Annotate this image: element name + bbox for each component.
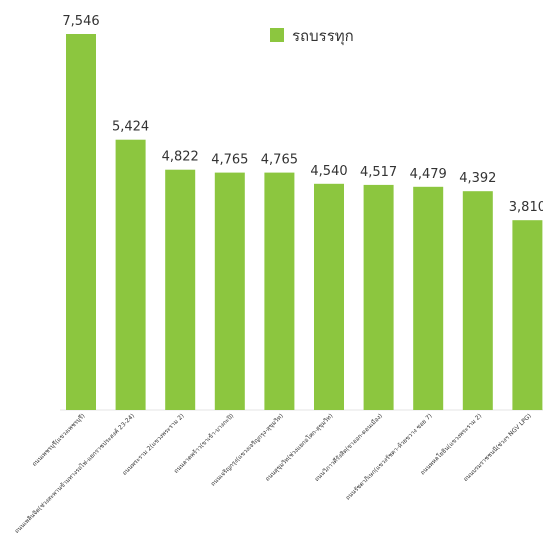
bar-6 — [314, 183, 344, 410]
legend-swatch — [270, 28, 284, 42]
value-labels-group: 7,546 5,424 4,822 4,765 4,765 4,540 4,517 4,479… — [62, 14, 543, 215]
value-label-4: 4,765 — [211, 153, 248, 168]
legend-label: รถบรรทุก — [292, 27, 354, 46]
bars-group — [66, 34, 543, 410]
bar-8 — [413, 186, 444, 410]
value-label-8: 4,479 — [410, 167, 447, 182]
category-label-2: ถนนเพลินจิต(ช่วงสะพานข้ามทางรถไฟ-แยกราชป… — [13, 412, 136, 535]
bar-9 — [462, 191, 493, 410]
bar-3 — [165, 169, 196, 410]
value-label-7: 4,517 — [360, 165, 397, 180]
value-label-10: 3,810 — [509, 200, 543, 215]
value-label-5: 4,765 — [261, 153, 298, 168]
value-label-1: 7,546 — [62, 14, 99, 29]
value-label-3: 4,822 — [162, 150, 199, 165]
value-label-2: 5,424 — [112, 120, 149, 135]
value-label-9: 4,392 — [459, 171, 496, 186]
bar-2 — [115, 139, 146, 410]
value-label-6: 4,540 — [310, 164, 347, 179]
legend: รถบรรทุก — [270, 27, 354, 46]
bar-5 — [264, 172, 295, 410]
category-label-1: ถนนเพชรบุรี(แขวงเพชรบุรี) — [30, 412, 86, 468]
bar-1 — [66, 34, 96, 410]
bar-10 — [512, 220, 543, 410]
bar-7 — [363, 184, 394, 410]
category-labels-group: ถนนเพชรบุรี(แขวงเพชรบุรี)ถนนเพลินจิต(ช่ว… — [13, 412, 533, 535]
bar-4 — [214, 172, 245, 410]
category-label-8: ถนนรัชดาภิเษก(แขวงรัชดา-ห้วยขวาง ซอย 7) — [344, 412, 433, 501]
